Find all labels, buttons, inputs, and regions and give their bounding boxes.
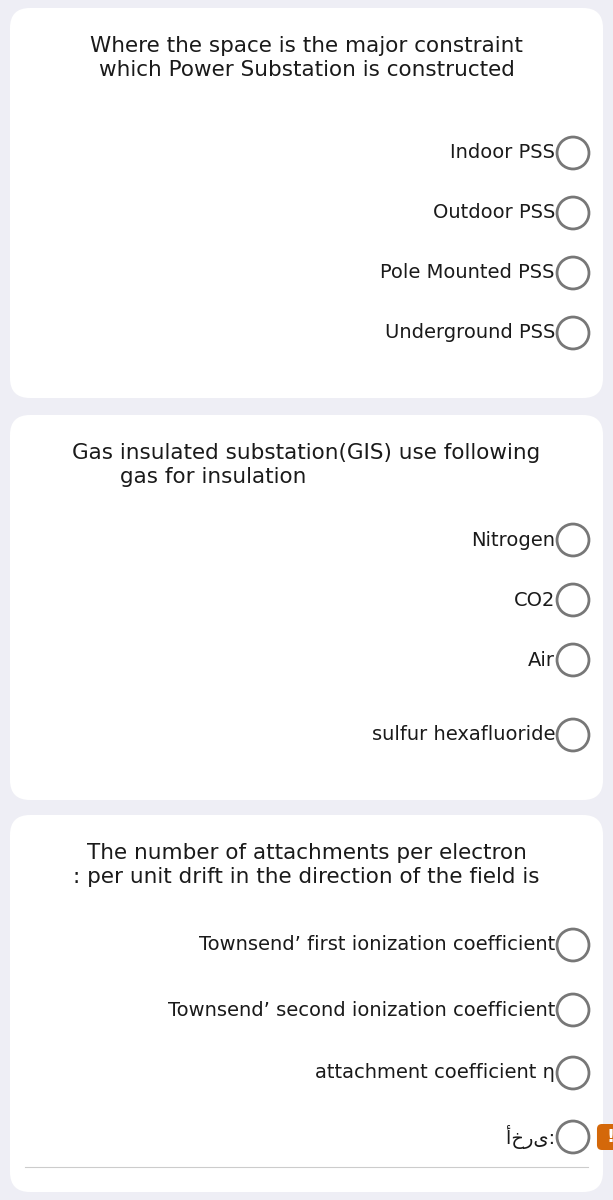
Text: Townsend’ first ionization coefficient: Townsend’ first ionization coefficient: [199, 936, 555, 954]
Text: Air: Air: [528, 650, 555, 670]
Text: Underground PSS: Underground PSS: [384, 324, 555, 342]
FancyBboxPatch shape: [10, 415, 603, 800]
Text: The number of attachments per electron: The number of attachments per electron: [86, 842, 527, 863]
Text: which Power Substation is constructed: which Power Substation is constructed: [99, 60, 514, 80]
FancyBboxPatch shape: [597, 1124, 613, 1150]
Text: Nitrogen: Nitrogen: [471, 530, 555, 550]
Text: : per unit drift in the direction of the field is: : per unit drift in the direction of the…: [73, 868, 540, 887]
Text: Townsend’ second ionization coefficient: Townsend’ second ionization coefficient: [167, 1001, 555, 1020]
Text: attachment coefficient η: attachment coefficient η: [315, 1063, 555, 1082]
Text: sulfur hexafluoride: sulfur hexafluoride: [371, 726, 555, 744]
Text: Outdoor PSS: Outdoor PSS: [433, 204, 555, 222]
Text: Gas insulated substation(GIS) use following: Gas insulated substation(GIS) use follow…: [72, 443, 541, 463]
Text: gas for insulation: gas for insulation: [120, 467, 306, 487]
Text: !: !: [607, 1128, 613, 1146]
Text: CO2: CO2: [514, 590, 555, 610]
Text: أخرى:: أخرى:: [506, 1126, 555, 1150]
FancyBboxPatch shape: [10, 8, 603, 398]
Text: Pole Mounted PSS: Pole Mounted PSS: [381, 264, 555, 282]
Text: Where the space is the major constraint: Where the space is the major constraint: [90, 36, 523, 56]
FancyBboxPatch shape: [10, 815, 603, 1192]
Text: Indoor PSS: Indoor PSS: [450, 144, 555, 162]
